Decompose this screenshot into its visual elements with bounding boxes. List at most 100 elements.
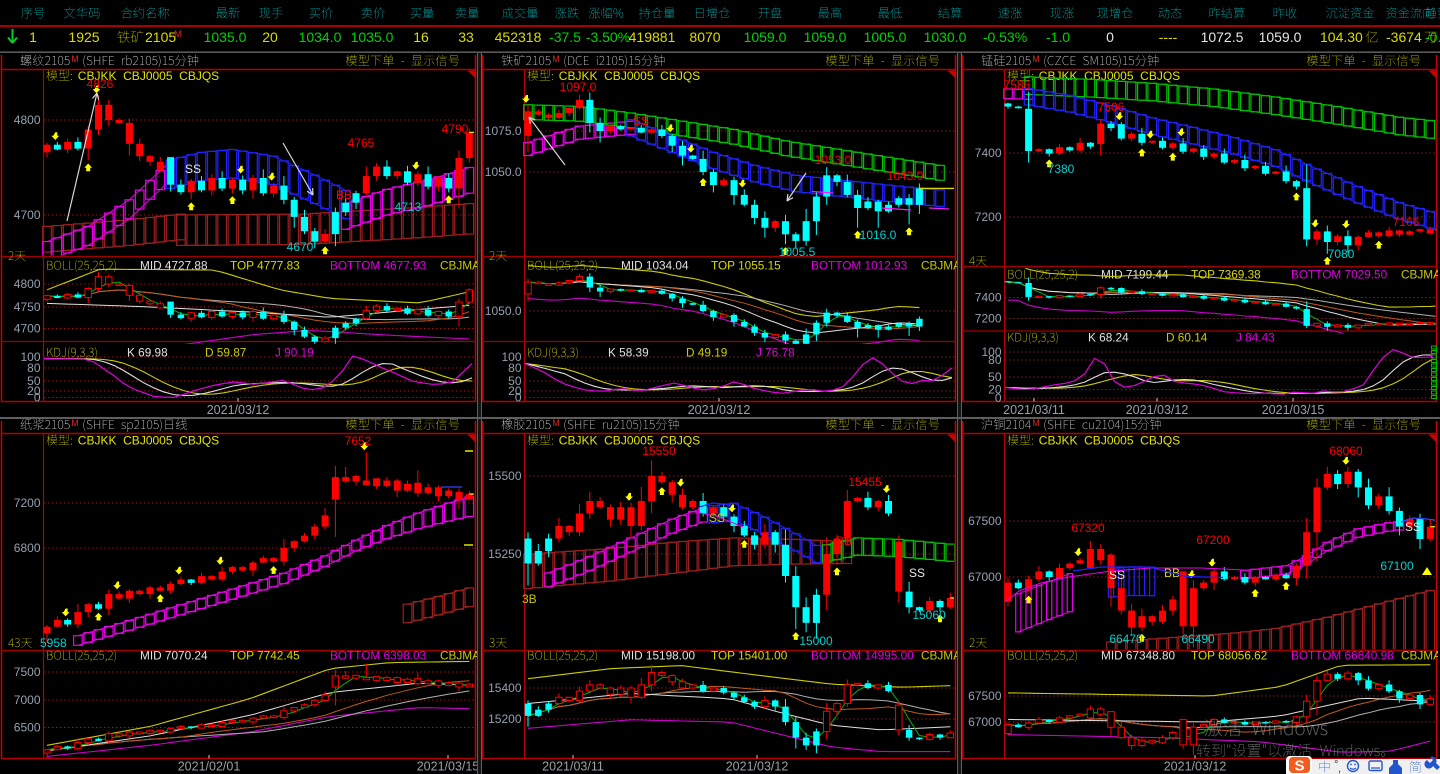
svg-text:SS: SS [185,162,201,176]
svg-text:1016.0: 1016.0 [860,228,897,242]
svg-text:5958: 5958 [40,636,67,650]
svg-text:15455: 15455 [848,475,882,489]
svg-text:2021/03/15: 2021/03/15 [417,760,477,774]
svg-text:1035.0: 1035.0 [351,29,394,45]
svg-text:2021/03/11: 2021/03/11 [1003,403,1065,417]
svg-text:4670: 4670 [287,240,314,254]
svg-text:15400: 15400 [488,681,522,695]
svg-text:2021/03/11: 2021/03/11 [542,760,604,774]
svg-text:67100: 67100 [1380,559,1414,573]
svg-text:1005.5: 1005.5 [779,245,816,259]
svg-text:-3.50%: -3.50% [586,29,630,45]
svg-text:7080: 7080 [1328,247,1355,261]
svg-text:7200: 7200 [975,210,1002,224]
svg-text:J 76.78: J 76.78 [756,346,795,360]
svg-text:2021/03/12: 2021/03/12 [1126,403,1189,417]
svg-text:SS: SS [709,511,725,525]
svg-text:BB: BB [336,188,352,202]
svg-text:2021/03/12: 2021/03/12 [726,760,789,774]
svg-text:15500: 15500 [488,469,522,483]
svg-text:1050.0: 1050.0 [485,165,522,179]
svg-text:1053.0: 1053.0 [815,153,852,167]
svg-text:J 84.43: J 84.43 [1236,331,1275,345]
svg-text:4700: 4700 [14,322,41,336]
svg-text:104.30: 104.30 [1320,29,1363,45]
svg-text:7380: 7380 [1048,162,1075,176]
svg-text:1059.0: 1059.0 [804,29,847,45]
svg-text:M: M [71,419,79,428]
svg-text:MID 7199.44: MID 7199.44 [1101,268,1169,282]
svg-text:1072.5: 1072.5 [1201,29,1244,45]
svg-text:80: 80 [27,361,41,375]
svg-text:MID 1034.04: MID 1034.04 [621,259,689,273]
svg-text:MID 67348.80: MID 67348.80 [1101,649,1176,663]
svg-text:CBJKK CBJ0005 CBJQS: CBJKK CBJ0005 CBJQS [1039,434,1180,448]
svg-text:7166: 7166 [1393,215,1420,229]
svg-text:6800: 6800 [14,541,41,555]
svg-text:100: 100 [981,345,1001,359]
svg-text:7506: 7506 [1098,100,1125,114]
svg-text:1097.0: 1097.0 [560,80,597,94]
svg-text:67500: 67500 [968,514,1002,528]
svg-text:50: 50 [988,370,1002,384]
svg-text:-1.0: -1.0 [1046,29,1070,45]
svg-text:20: 20 [988,383,1002,397]
svg-text:CBJMA: CBJMA [921,259,957,273]
svg-text:1059.0: 1059.0 [744,29,787,45]
svg-text:0: 0 [995,391,1002,405]
svg-text:D 59.87: D 59.87 [205,346,246,360]
svg-text:CBJMA: CBJMA [440,649,477,663]
svg-text:SS: SS [909,566,925,580]
svg-text:SS: SS [633,114,649,128]
svg-text:K 58.39: K 58.39 [608,346,649,360]
svg-text:100: 100 [20,350,40,364]
svg-text:M: M [552,419,560,428]
svg-text:7500: 7500 [14,665,41,679]
svg-text:15250: 15250 [488,547,522,561]
svg-text:16: 16 [413,29,429,45]
svg-text:50: 50 [27,374,41,388]
svg-text:CBJMA: CBJMA [1401,649,1438,663]
svg-text:7400: 7400 [975,146,1002,160]
svg-text:MID 4727.88: MID 4727.88 [140,259,208,273]
svg-text:7586: 7586 [1004,78,1031,92]
svg-text:4800: 4800 [14,277,41,291]
svg-text:TOP 1055.15: TOP 1055.15 [711,259,781,273]
svg-text:TOP 68056.62: TOP 68056.62 [1191,649,1267,663]
svg-text:67500: 67500 [968,689,1002,703]
svg-text:20: 20 [508,384,522,398]
svg-text:66470: 66470 [1109,632,1143,646]
svg-text:CBJMA: CBJMA [1401,268,1438,282]
svg-text:MID 15198.00: MID 15198.00 [621,649,696,663]
svg-text:1: 1 [29,29,37,45]
svg-text:1050.0: 1050.0 [485,304,522,318]
svg-text:----: ---- [1159,29,1178,45]
svg-text:419881: 419881 [629,29,676,45]
svg-text:4750: 4750 [14,300,41,314]
svg-text:CBJKK CBJ0005 CBJQS: CBJKK CBJ0005 CBJQS [559,69,700,83]
svg-text:,: , [1338,763,1341,774]
svg-text:80: 80 [988,353,1002,367]
svg-text:°: ° [1334,759,1338,771]
svg-text:TOP 4777.83: TOP 4777.83 [230,259,300,273]
svg-text:20: 20 [262,29,278,45]
svg-text:J 90.19: J 90.19 [275,346,314,360]
svg-text:BOTTOM 1012.93: BOTTOM 1012.93 [811,259,908,273]
svg-text:BOTTOM 6398.03: BOTTOM 6398.03 [330,649,427,663]
svg-text:7200: 7200 [975,312,1002,326]
svg-text:M: M [174,29,182,40]
svg-text:M: M [1032,54,1040,64]
svg-text:20: 20 [27,384,41,398]
svg-text:-37.5: -37.5 [549,29,581,45]
svg-text:2021/03/12: 2021/03/12 [688,403,751,417]
svg-text:0: 0 [34,391,41,405]
svg-text:1005.0: 1005.0 [864,29,907,45]
svg-text:4765: 4765 [348,136,375,150]
svg-text:4700: 4700 [14,208,41,222]
svg-text:6500: 6500 [14,721,41,735]
svg-text:67000: 67000 [968,570,1002,584]
svg-text:4826: 4826 [87,77,114,91]
svg-text:2021/03/12: 2021/03/12 [207,403,270,417]
svg-text:1059.0: 1059.0 [1259,29,1302,45]
svg-text:TOP 15401.00: TOP 15401.00 [711,649,788,663]
